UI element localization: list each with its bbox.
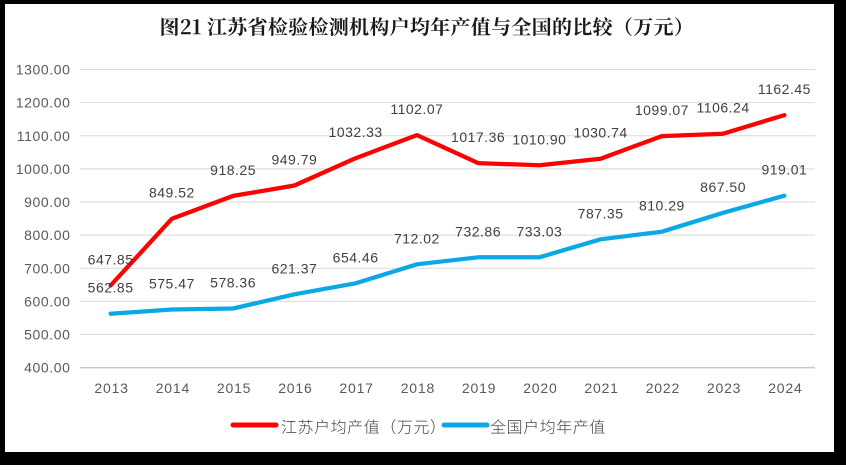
svg-text:712.02: 712.02 bbox=[394, 230, 440, 246]
svg-text:732.86: 732.86 bbox=[455, 223, 501, 239]
svg-text:1300.00: 1300.00 bbox=[16, 62, 71, 78]
svg-text:918.25: 918.25 bbox=[210, 162, 256, 178]
svg-text:2022: 2022 bbox=[646, 380, 680, 396]
svg-text:2014: 2014 bbox=[156, 380, 190, 396]
svg-text:2023: 2023 bbox=[707, 380, 741, 396]
svg-text:621.37: 621.37 bbox=[271, 260, 317, 276]
svg-text:849.52: 849.52 bbox=[149, 185, 195, 201]
svg-text:2020: 2020 bbox=[523, 380, 557, 396]
svg-text:2024: 2024 bbox=[768, 380, 802, 396]
svg-text:1099.07: 1099.07 bbox=[635, 102, 689, 118]
svg-text:733.03: 733.03 bbox=[516, 223, 562, 239]
svg-text:867.50: 867.50 bbox=[700, 179, 746, 195]
svg-text:949.79: 949.79 bbox=[271, 152, 317, 168]
svg-text:1010.90: 1010.90 bbox=[512, 131, 566, 147]
svg-text:700.00: 700.00 bbox=[24, 260, 70, 276]
svg-text:1162.45: 1162.45 bbox=[758, 81, 811, 97]
svg-text:500.00: 500.00 bbox=[24, 327, 70, 343]
svg-text:647.85: 647.85 bbox=[88, 252, 134, 268]
svg-text:600.00: 600.00 bbox=[24, 294, 70, 310]
svg-text:2017: 2017 bbox=[339, 380, 373, 396]
svg-text:2021: 2021 bbox=[584, 380, 618, 396]
svg-text:1000.00: 1000.00 bbox=[16, 161, 71, 177]
svg-text:1032.33: 1032.33 bbox=[329, 124, 383, 140]
svg-text:787.35: 787.35 bbox=[578, 205, 624, 221]
svg-text:400.00: 400.00 bbox=[24, 360, 70, 376]
svg-text:1200.00: 1200.00 bbox=[16, 95, 71, 111]
svg-text:2016: 2016 bbox=[278, 380, 312, 396]
svg-text:900.00: 900.00 bbox=[24, 194, 70, 210]
svg-text:654.46: 654.46 bbox=[333, 249, 379, 265]
svg-text:1017.36: 1017.36 bbox=[451, 129, 505, 145]
svg-text:2015: 2015 bbox=[217, 380, 251, 396]
svg-text:2019: 2019 bbox=[462, 380, 496, 396]
svg-text:575.47: 575.47 bbox=[149, 276, 195, 292]
svg-text:2018: 2018 bbox=[401, 380, 435, 396]
svg-text:1102.07: 1102.07 bbox=[390, 101, 443, 117]
svg-text:562.85: 562.85 bbox=[88, 280, 134, 296]
svg-text:810.29: 810.29 bbox=[639, 198, 685, 214]
svg-text:1100.00: 1100.00 bbox=[17, 128, 71, 144]
svg-text:1030.74: 1030.74 bbox=[574, 125, 628, 141]
svg-text:1106.24: 1106.24 bbox=[697, 100, 750, 116]
svg-text:800.00: 800.00 bbox=[24, 227, 70, 243]
svg-text:578.36: 578.36 bbox=[210, 275, 256, 291]
svg-text:2013: 2013 bbox=[94, 380, 128, 396]
svg-text:919.01: 919.01 bbox=[761, 162, 807, 178]
